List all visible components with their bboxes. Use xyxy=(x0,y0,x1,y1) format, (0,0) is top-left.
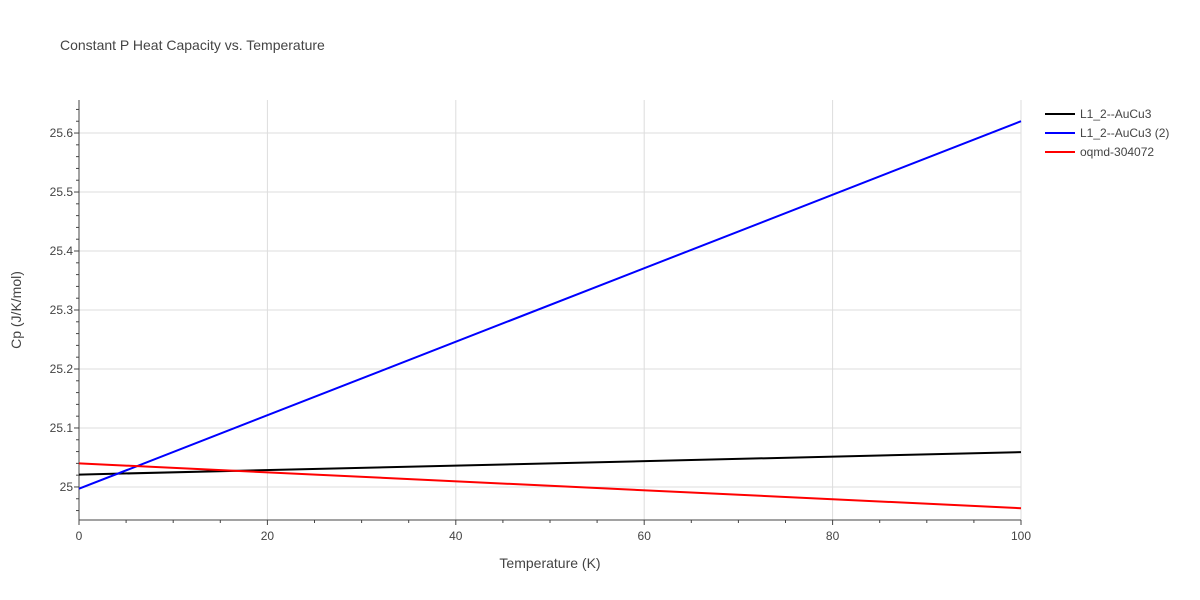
x-tick-label: 80 xyxy=(826,529,840,543)
y-tick-label: 25.4 xyxy=(50,244,74,258)
legend-label: L1_2--AuCu3 (2) xyxy=(1080,126,1169,140)
series-line-1 xyxy=(78,451,1022,476)
plot-area xyxy=(78,120,1022,510)
legend-label: oqmd-304072 xyxy=(1080,145,1154,159)
y-tick-label: 25.2 xyxy=(50,362,74,376)
y-axis-title: Cp (J/K/mol) xyxy=(8,271,24,349)
x-tick-label: 60 xyxy=(638,529,652,543)
x-tick-label: 0 xyxy=(76,529,83,543)
x-tick-label: 40 xyxy=(449,529,463,543)
series-line-2 xyxy=(78,120,1022,490)
x-tick-label: 20 xyxy=(261,529,275,543)
grid xyxy=(79,100,1022,520)
tick-labels: 0 20 40 60 80 100 25 25.1 25.2 25.3 25.4 25.5 25.6 xyxy=(50,126,1032,543)
legend-item[interactable]: L1_2--AuCu3 xyxy=(1045,107,1152,121)
y-tick-label: 25 xyxy=(60,480,74,494)
x-axis-title: Temperature (K) xyxy=(499,555,600,571)
y-tick-label: 25.5 xyxy=(50,185,74,199)
legend-label: L1_2--AuCu3 xyxy=(1080,107,1152,121)
legend-item[interactable]: oqmd-304072 xyxy=(1045,145,1154,159)
series-line-3 xyxy=(78,462,1022,510)
x-tick-label: 100 xyxy=(1011,529,1031,543)
legend[interactable]: L1_2--AuCu3 L1_2--AuCu3 (2) oqmd-304072 xyxy=(1045,107,1169,159)
y-tick-label: 25.3 xyxy=(50,303,74,317)
axes xyxy=(74,100,1022,525)
y-tick-label: 25.6 xyxy=(50,126,74,140)
chart-title: Constant P Heat Capacity vs. Temperature xyxy=(60,37,325,53)
legend-item[interactable]: L1_2--AuCu3 (2) xyxy=(1045,126,1169,140)
y-tick-label: 25.1 xyxy=(50,421,74,435)
